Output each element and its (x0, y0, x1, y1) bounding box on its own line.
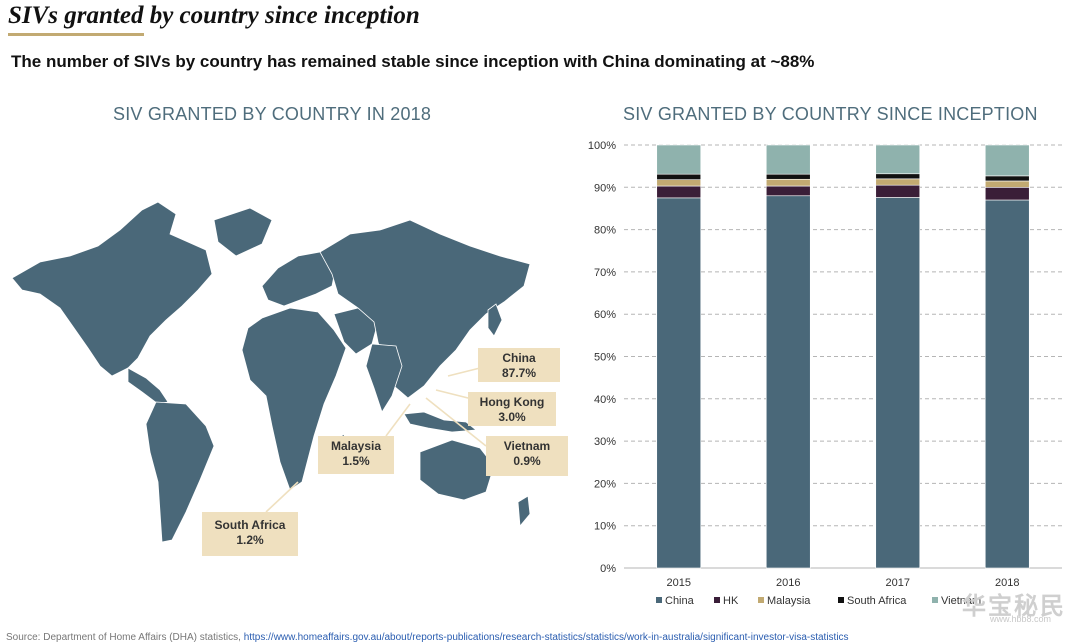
callout-vietnam-name: Vietnam (503, 439, 551, 453)
map-central-america (127, 367, 169, 405)
legend-label: Malaysia (767, 595, 811, 607)
callout-china-name: China (502, 351, 536, 365)
legend-label: South Africa (847, 595, 907, 607)
y-tick-label: 100% (588, 140, 616, 152)
map-asia (319, 219, 531, 399)
bar-segment-malaysia (765, 178, 811, 187)
chart-panel-heading: SIV GRANTED BY COUNTRY SINCE INCEPTION (623, 104, 1038, 124)
y-tick-label: 70% (594, 267, 616, 279)
callout-malaysia: Malaysia 1.5% (318, 436, 394, 474)
bar-segment-hk (656, 185, 702, 199)
legend-label: China (665, 595, 695, 607)
source-note: Source: Department of Home Affairs (DHA)… (6, 632, 849, 643)
legend-label: HK (723, 595, 739, 607)
legend-swatch (714, 597, 720, 603)
map-africa (241, 307, 347, 491)
bar-segment-south-africa (984, 175, 1030, 182)
callout-vietnam-value: 0.9% (513, 454, 541, 468)
bar-segment-china (656, 197, 702, 569)
legend-label: Vietnam (941, 595, 981, 607)
callout-line-malaysia (385, 403, 411, 437)
y-tick-label: 50% (594, 352, 616, 364)
callout-south-africa-value: 1.2% (236, 533, 264, 547)
callout-vietnam: Vietnam 0.9% (486, 436, 568, 476)
x-tick-label: 2016 (776, 577, 800, 589)
y-tick-label: 30% (594, 436, 616, 448)
bar-segment-vietnam (656, 144, 702, 175)
legend-swatch (758, 597, 764, 603)
map-south-america (145, 401, 215, 543)
x-tick-label: 2015 (667, 577, 691, 589)
bar-segment-vietnam (875, 144, 921, 175)
map-north-america (11, 201, 213, 377)
y-tick-label: 0% (600, 563, 616, 575)
bar-segment-hk (765, 185, 811, 197)
title-underline (8, 33, 144, 36)
bar-segment-china (984, 199, 1030, 569)
stacked-bar-chart: 0% 10% 20% 30% 40% 50% 60% 70% 80% 90% 100% 2015 201… (588, 140, 1062, 607)
callout-hong-kong-value: 3.0% (498, 410, 526, 424)
bar-segment-malaysia (984, 180, 1030, 188)
bar-segment-china (875, 197, 921, 569)
bar-segment-malaysia (656, 179, 702, 187)
source-prefix: Source: Department of Home Affairs (DHA)… (6, 632, 241, 643)
source-link[interactable]: https://www.homeaffairs.gov.au/about/rep… (243, 632, 849, 643)
legend-swatch (838, 597, 844, 603)
callout-china-value: 87.7% (501, 366, 537, 380)
legend-swatch (932, 597, 938, 603)
y-tick-label: 20% (594, 478, 616, 490)
bar-segment-hk (984, 186, 1030, 201)
bar-segment-south-africa (875, 173, 921, 180)
bar-segment-china (765, 195, 811, 569)
page-title: SIVs granted by country since inception (8, 2, 420, 29)
watermark-url: www.hbb8.com (990, 614, 1052, 624)
y-tick-label: 10% (594, 521, 616, 533)
y-tick-label: 60% (594, 309, 616, 321)
map-europe (261, 251, 337, 307)
bar-segment-vietnam (984, 144, 1030, 177)
map-panel-heading: SIV GRANTED BY COUNTRY IN 2018 (113, 104, 432, 124)
watermark-logo: 华宝秘民 (962, 591, 1066, 620)
world-map (11, 201, 531, 543)
callout-line-vietnam (425, 397, 487, 447)
bar-segment-hk (875, 184, 921, 198)
map-greenland (213, 207, 273, 257)
callout-south-africa-name: South Africa (214, 518, 286, 532)
callout-hong-kong-name: Hong Kong (479, 395, 545, 409)
callout-malaysia-value: 1.5% (342, 454, 370, 468)
map-indonesia (403, 411, 478, 433)
y-tick-label: 40% (594, 394, 616, 406)
map-australia (419, 439, 495, 501)
bar-segment-malaysia (875, 178, 921, 186)
map-india (365, 343, 403, 413)
y-tick-label: 90% (594, 182, 616, 194)
callout-line-south-africa (265, 481, 299, 513)
legend-swatch (656, 597, 662, 603)
map-new-zealand (517, 495, 531, 528)
callout-south-africa: South Africa 1.2% (202, 512, 298, 556)
y-tick-label: 80% (594, 225, 616, 237)
bar-segment-vietnam (765, 144, 811, 175)
bar-segment-south-africa (656, 173, 702, 180)
callout-china: China 87.7% (478, 348, 560, 382)
callout-malaysia-name: Malaysia (330, 439, 382, 453)
map-japan (487, 303, 503, 337)
x-tick-label: 2017 (886, 577, 910, 589)
x-tick-label: 2018 (995, 577, 1019, 589)
page-subtitle: The number of SIVs by country has remain… (11, 52, 815, 71)
bar-segment-south-africa (765, 173, 811, 180)
callout-hong-kong: Hong Kong 3.0% (468, 392, 556, 426)
